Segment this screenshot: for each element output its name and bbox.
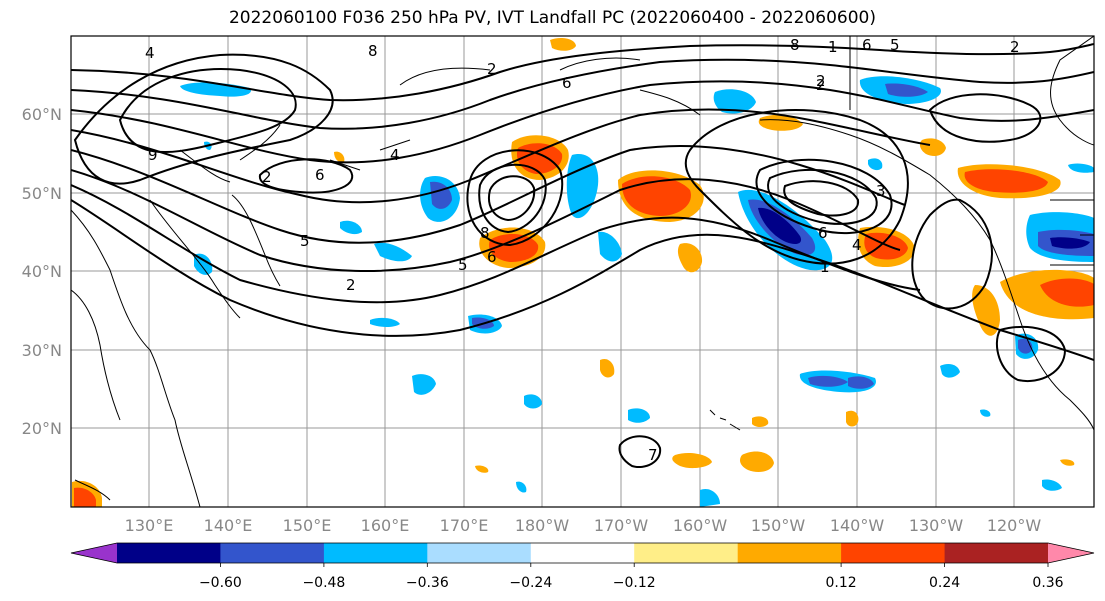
lat-label: 60°N	[22, 105, 62, 124]
colorbar-tick-label: −0.36	[406, 575, 449, 591]
contour-label: 2	[262, 168, 272, 186]
coastlines	[71, 36, 1094, 507]
colorbar-tick-label: −0.24	[509, 575, 552, 591]
colorbar-segment	[530, 543, 635, 563]
contour-label: 2	[816, 76, 826, 94]
gridlines	[71, 36, 1094, 507]
contour-label: 6	[562, 74, 572, 92]
colorbar-extend-high	[1048, 543, 1094, 563]
lon-label: 170°W	[594, 516, 649, 535]
colorbar-segment	[634, 543, 739, 563]
contour-label: 2	[1010, 38, 1020, 56]
colorbar-segment	[323, 543, 428, 563]
lon-label: 170°E	[440, 516, 489, 535]
contour-label: 1	[820, 258, 830, 276]
contour-label: 5	[890, 36, 900, 54]
lon-label: 150°W	[751, 516, 806, 535]
contour-label: 8	[790, 36, 800, 54]
contour-label: 5	[300, 232, 310, 250]
colorbar-segment	[944, 543, 1049, 563]
colorbar-segment	[117, 543, 221, 563]
lon-label: 150°E	[283, 516, 332, 535]
latitude-labels: 60°N 50°N 40°N 30°N 20°N	[22, 105, 62, 438]
contour-label: 6	[487, 248, 497, 266]
contour-label: 9	[148, 146, 158, 164]
contour-label: 2	[816, 72, 826, 90]
map-frame	[70, 35, 1095, 508]
colorbar-segment	[737, 543, 842, 563]
contour-label: 6	[818, 224, 828, 242]
colorbar-tick-label: −0.48	[302, 575, 345, 591]
colorbar: −0.60−0.48−0.36−0.24−0.120.120.240.360.4…	[70, 542, 1095, 591]
pv-contours	[71, 43, 1094, 468]
longitude-labels: 130°E 140°E 150°E 160°E 170°E 180°W 170°…	[125, 516, 1042, 535]
contour-label: 8	[368, 42, 378, 60]
contour-label: 2	[346, 276, 356, 294]
contour-label: 1	[828, 38, 838, 56]
lon-label: 130°E	[125, 516, 174, 535]
lon-label: 160°W	[673, 516, 728, 535]
colorbar-tick-label: −0.60	[199, 575, 242, 591]
contour-label: 6	[862, 36, 872, 54]
colorbar-tick-label: 0.24	[929, 575, 960, 591]
lon-label: 180°W	[515, 516, 570, 535]
colorbar-tick-label: 0.12	[826, 575, 857, 591]
lon-label: 160°E	[361, 516, 410, 535]
contour-label: 2	[487, 60, 497, 78]
lat-label: 50°N	[22, 184, 62, 203]
contour-label: 5	[458, 256, 468, 274]
contour-labels: 4 8 2 6 2 8 1 6 5 2 9 2 4 6 5 8 6 5 2 3 …	[145, 36, 1020, 464]
lat-label: 20°N	[22, 419, 62, 438]
colorbar-extend-low	[71, 543, 117, 563]
contour-label: 4	[145, 44, 155, 62]
colorbar-tick-label: 0.36	[1032, 575, 1063, 591]
colorbar-segment	[427, 543, 532, 563]
contour-label: 8	[480, 224, 490, 242]
contour-label: 3	[876, 182, 886, 200]
lat-label: 40°N	[22, 262, 62, 281]
lon-label: 120°W	[987, 516, 1042, 535]
contour-label: 4	[852, 236, 862, 254]
lat-label: 30°N	[22, 341, 62, 360]
contour-label: 7	[648, 446, 658, 464]
colorbar-segment	[841, 543, 946, 563]
colorbar-segment	[220, 543, 325, 563]
map-title: 2022060100 F036 250 hPa PV, IVT Landfall…	[228, 8, 876, 28]
colorbar-tick-label: −0.12	[613, 575, 656, 591]
contour-label: 6	[315, 166, 325, 184]
contour-label: 4	[390, 146, 400, 164]
lon-label: 140°W	[830, 516, 885, 535]
lon-label: 140°E	[204, 516, 253, 535]
lon-label: 130°W	[909, 516, 964, 535]
